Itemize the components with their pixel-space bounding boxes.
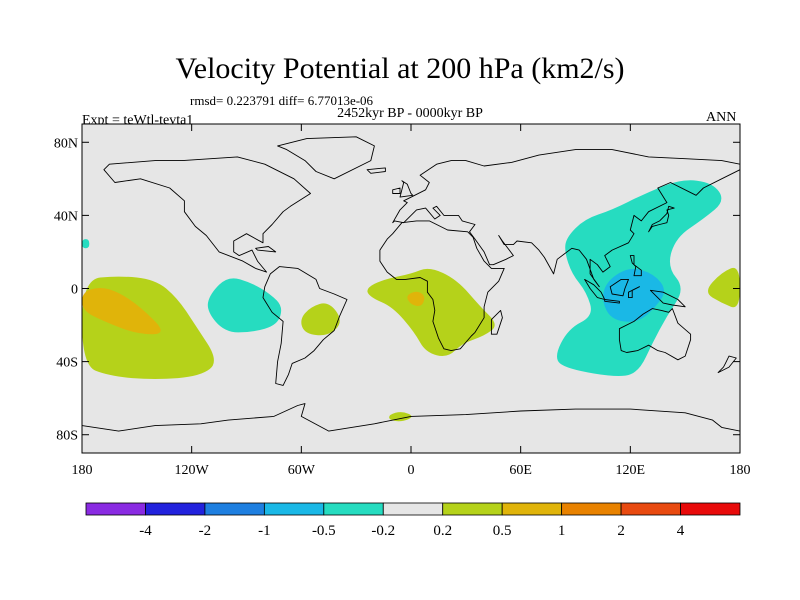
x-tick-label: 120W (175, 463, 210, 478)
x-tick-label: 180 (730, 463, 751, 478)
x-tick-label: 0 (408, 463, 415, 478)
coastline-0 (103, 156, 311, 273)
period-label: 2452kyr BP - 0000kyr BP (337, 106, 483, 121)
colorbar-swatch-7 (501, 502, 563, 516)
x-tick-label: 120E (616, 463, 646, 478)
y-tick-label: 80S (56, 429, 78, 444)
coastline-13 (628, 286, 640, 299)
colorbar-label: -4 (139, 523, 152, 539)
y-tick-label: 40S (56, 356, 78, 371)
contour-region-10 (389, 412, 412, 422)
coastline-12 (649, 289, 686, 308)
coastline-17 (366, 167, 386, 174)
colorbar-swatch-4 (323, 502, 384, 516)
colorbar-swatch-3 (263, 502, 325, 516)
y-tick-label: 80N (54, 136, 78, 151)
colorbar-swatch-1 (145, 502, 206, 516)
coastline-4 (379, 220, 505, 352)
colorbar-label: -0.2 (371, 523, 395, 539)
coastline-3 (392, 149, 740, 288)
coastline-19 (82, 403, 740, 453)
y-tick-label: 40N (54, 209, 78, 224)
stats-line: rmsd= 0.223791 diff= 6.77013e-06 (190, 93, 374, 108)
contour-layer (82, 180, 740, 422)
coastline-6 (618, 308, 692, 361)
coastline-14 (629, 255, 642, 277)
contour-region-2 (207, 278, 282, 333)
y-tick-label: 0 (71, 283, 78, 298)
colorbar-swatch-5 (382, 502, 444, 516)
coastline-11 (609, 278, 629, 297)
colorbar-swatch-0 (85, 502, 146, 516)
colorbar-label: -1 (258, 523, 271, 539)
contour-region-9 (82, 239, 90, 249)
contour-region-5 (407, 291, 425, 307)
coastline-5 (490, 309, 503, 335)
colorbar-swatch-8 (561, 502, 622, 516)
colorbar-label: 2 (617, 523, 625, 539)
colorbar-label: -2 (199, 523, 212, 539)
coastline-layer (82, 136, 740, 453)
coastline-18 (255, 246, 277, 253)
coastline-16 (392, 187, 401, 194)
contour-region-1 (82, 288, 161, 335)
contour-region-8 (708, 267, 740, 308)
contour-region-3 (301, 303, 340, 336)
coastline-7 (717, 355, 737, 374)
colorbar-label: 1 (558, 523, 566, 539)
contour-region-4 (367, 268, 495, 356)
figure-title: Velocity Potential at 200 hPa (km2/s) (175, 52, 625, 85)
coastline-2 (277, 136, 375, 180)
x-tick-label: 180 (72, 463, 93, 478)
contour-region-7 (603, 268, 664, 322)
coastline-15 (399, 180, 414, 198)
x-tick-label: 60W (288, 463, 316, 478)
colorbar-swatch-10 (680, 502, 741, 516)
season-label: ANN (706, 110, 737, 125)
coastline-10 (604, 299, 620, 304)
colorbar-label: 0.5 (493, 523, 512, 539)
coastline-1 (262, 266, 348, 386)
x-tick-label: 60E (509, 463, 532, 478)
colorbar-label: -0.5 (312, 523, 336, 539)
coastline-8 (648, 205, 675, 233)
colorbar-swatch-9 (620, 502, 681, 516)
colorbar-swatch-2 (204, 502, 265, 516)
colorbar-label: 4 (677, 523, 685, 539)
colorbar-label: 0.2 (433, 523, 452, 539)
colorbar-swatch-6 (442, 502, 503, 516)
